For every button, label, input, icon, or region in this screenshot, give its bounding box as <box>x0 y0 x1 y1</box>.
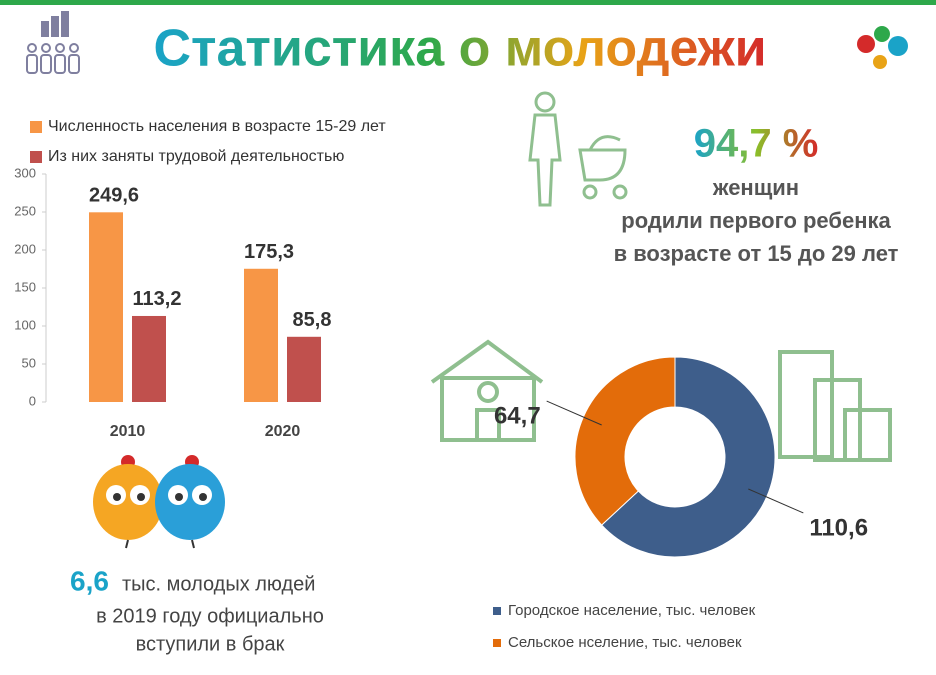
leader-line <box>748 488 804 514</box>
marriage-text: вступили в брак <box>136 633 285 655</box>
legend-swatch <box>30 121 42 133</box>
data-label: 113,2 <box>133 288 182 310</box>
bar <box>89 212 123 402</box>
mother-icon <box>528 91 628 207</box>
legend-label: Численность населения в возрасте 15-29 л… <box>48 118 386 135</box>
marriage-value: 6,6 <box>70 565 109 596</box>
buildings-icon <box>778 350 892 462</box>
owls-illustration <box>93 455 225 549</box>
x-tick-label: 2020 <box>265 423 301 440</box>
x-tick-label: 2010 <box>110 423 146 440</box>
women-text: женщин <box>712 175 799 200</box>
people-icon <box>26 11 80 74</box>
legend-swatch <box>493 639 501 647</box>
donut-segment <box>601 356 776 558</box>
legend-label: Сельское нселение, тыс. человек <box>508 634 742 651</box>
data-label: 110,6 <box>809 514 868 541</box>
marriage-text: в 2019 году официально <box>96 605 324 627</box>
bar <box>287 336 321 402</box>
y-tick-label: 300 <box>14 165 36 180</box>
women-value: 94,7 % <box>694 122 819 166</box>
women-text: родили первого ребенка <box>621 208 891 233</box>
bar <box>132 315 166 402</box>
data-label: 175,3 <box>244 241 294 263</box>
women-text: в возрасте от 15 до 29 лет <box>614 241 899 266</box>
leader-line <box>546 400 602 426</box>
balloons-icon <box>857 26 908 69</box>
bar <box>244 268 278 402</box>
legend-swatch <box>493 607 501 615</box>
page-title: Статистика о молодежи <box>153 20 766 78</box>
donut-segment <box>574 356 676 526</box>
y-tick-label: 200 <box>14 241 36 256</box>
top-stripe <box>0 0 936 5</box>
data-label: 85,8 <box>293 309 332 331</box>
y-tick-label: 0 <box>29 393 36 408</box>
y-tick-label: 50 <box>22 355 36 370</box>
legend-label: Из них заняты трудовой деятельностью <box>48 148 344 165</box>
y-tick-label: 150 <box>14 279 36 294</box>
data-label: 64,7 <box>494 402 541 429</box>
marriage-text: тыс. молодых людей <box>122 573 315 595</box>
y-tick-label: 250 <box>14 203 36 218</box>
legend-swatch <box>30 151 42 163</box>
legend-label: Городское население, тыс. человек <box>508 602 756 619</box>
house-icon <box>430 339 544 442</box>
y-tick-label: 100 <box>14 317 36 332</box>
data-label: 249,6 <box>89 185 139 207</box>
